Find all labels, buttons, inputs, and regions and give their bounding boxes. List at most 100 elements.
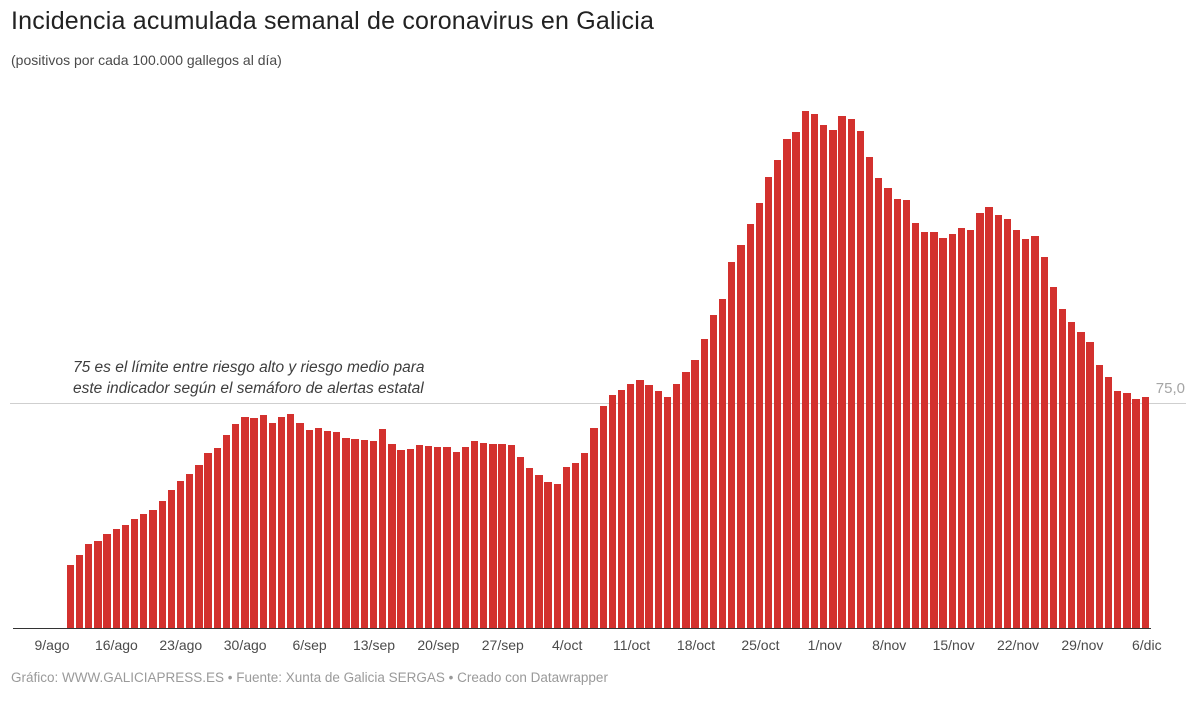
x-tick-label: 11/oct <box>613 637 651 653</box>
x-tick-label: 4/oct <box>552 637 583 653</box>
bar <box>268 422 277 628</box>
bar <box>452 451 460 628</box>
bar <box>746 224 754 628</box>
bar <box>1132 399 1140 628</box>
bar <box>1077 332 1085 628</box>
bar <box>204 452 212 628</box>
x-tick-label: 8/nov <box>872 637 907 653</box>
x-tick-label: 9/ago <box>34 637 70 653</box>
bar <box>1031 235 1039 628</box>
x-tick-label: 29/nov <box>1061 637 1104 653</box>
bar <box>700 338 708 628</box>
bar <box>1049 286 1058 628</box>
bar <box>764 176 773 628</box>
bar <box>66 565 74 628</box>
bar <box>783 138 791 628</box>
bar <box>939 238 947 628</box>
bar <box>167 490 176 628</box>
bar <box>424 445 433 628</box>
bar <box>820 124 828 628</box>
bar <box>682 372 690 628</box>
bars-container <box>48 108 1150 628</box>
chart-title: Incidencia acumulada semanal de coronavi… <box>11 7 655 35</box>
bar <box>406 448 414 628</box>
bar <box>1086 342 1094 628</box>
bar <box>663 397 672 628</box>
bar <box>847 118 855 628</box>
bar <box>544 482 552 628</box>
bar <box>213 448 221 628</box>
annotation-line-2: este indicador según el semáforo de aler… <box>73 380 424 397</box>
reference-line-75 <box>10 402 1186 404</box>
bar <box>1141 396 1149 628</box>
bar <box>379 429 387 628</box>
threshold-annotation: 75 es el límite entre riesgo alto y ries… <box>73 357 425 399</box>
bar <box>1012 230 1021 628</box>
bar <box>470 441 479 628</box>
x-tick-label: 13/sep <box>352 637 396 653</box>
x-tick-label: 6/dic <box>1132 637 1162 653</box>
bar <box>323 430 332 628</box>
bar <box>103 533 111 628</box>
bar <box>195 464 203 628</box>
bar <box>342 437 350 628</box>
bar <box>130 518 139 628</box>
bar <box>810 113 819 628</box>
x-tick-label: 30/ago <box>223 637 267 653</box>
bar <box>875 178 883 628</box>
bar <box>737 244 745 628</box>
bar <box>838 116 846 628</box>
bar <box>259 415 267 628</box>
bar <box>222 434 231 628</box>
bar <box>480 442 488 628</box>
x-tick-label: 25/oct <box>741 637 780 653</box>
bar <box>1123 393 1131 628</box>
bar <box>112 529 120 628</box>
bar <box>893 199 901 628</box>
bar <box>1058 309 1067 628</box>
bar <box>801 111 809 628</box>
bar <box>397 449 405 628</box>
bar <box>489 444 497 628</box>
bar <box>553 483 561 628</box>
bar <box>1003 218 1012 628</box>
bar <box>158 500 166 628</box>
x-tick-label: 1/nov <box>807 637 842 653</box>
bar <box>507 445 515 628</box>
x-tick-label: 27/sep <box>481 637 524 653</box>
bar <box>865 157 874 628</box>
bar <box>1104 376 1113 628</box>
bar <box>351 439 359 628</box>
bar <box>140 514 148 628</box>
bar <box>709 315 718 628</box>
bar <box>884 187 892 628</box>
x-tick-label: 18/oct <box>676 637 716 653</box>
bar <box>85 544 93 628</box>
chart-subtitle: (positivos por cada 100.000 gallegos al … <box>11 52 282 68</box>
bar <box>571 462 580 628</box>
bar <box>957 228 966 628</box>
bar <box>516 457 525 628</box>
bar <box>645 385 653 628</box>
bar <box>75 554 84 628</box>
x-tick-label: 20/sep <box>417 637 460 653</box>
x-tick-label: 15/nov <box>932 637 975 653</box>
bar <box>461 446 470 628</box>
bar <box>1095 365 1103 628</box>
bar <box>985 206 993 628</box>
bar <box>829 130 837 628</box>
bar <box>994 215 1002 628</box>
bar <box>149 509 157 628</box>
bar <box>755 203 764 628</box>
bar <box>434 446 442 628</box>
bar <box>581 452 589 628</box>
bar <box>1114 390 1122 628</box>
bar <box>774 160 782 628</box>
bar <box>535 475 543 628</box>
bar <box>902 200 911 628</box>
bar <box>792 132 800 628</box>
bar <box>562 466 571 628</box>
bar <box>314 427 323 628</box>
bar <box>241 416 249 628</box>
